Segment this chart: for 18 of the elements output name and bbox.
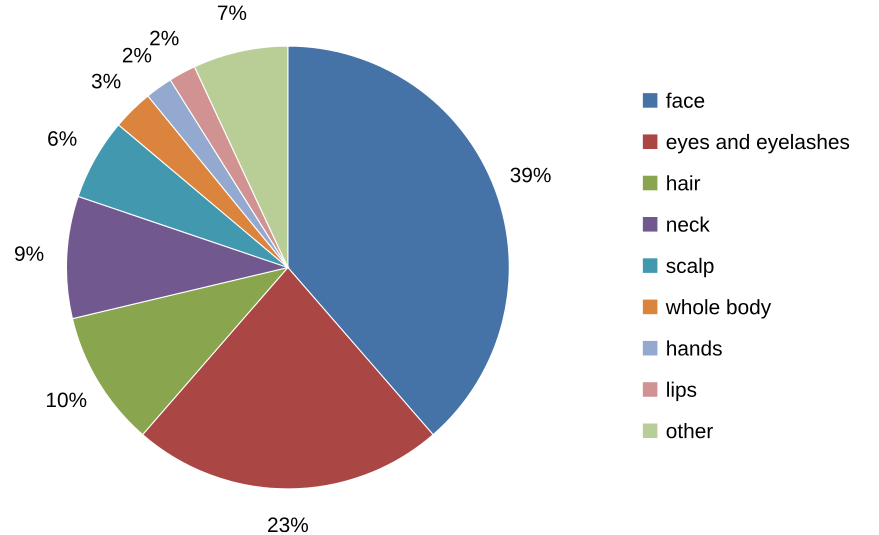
legend-label: other: [666, 422, 713, 438]
data-label: 6%: [48, 131, 76, 146]
legend-label: eyes and eyelashes: [666, 134, 850, 154]
legend-label: lips: [667, 382, 696, 402]
legend-label: hands: [667, 340, 722, 356]
data-label: 3%: [92, 74, 120, 88]
data-label: 39%: [510, 168, 551, 182]
legend-label: whole body: [666, 299, 772, 319]
legend-label: hair: [667, 175, 700, 190]
data-label: 9%: [14, 246, 44, 262]
data-label: 2%: [122, 48, 152, 62]
data-label: 10%: [46, 392, 86, 408]
data-label: 23%: [268, 517, 308, 532]
data-label: 7%: [218, 5, 246, 20]
legend-label: face: [666, 92, 704, 108]
legend-label: scalp: [666, 258, 714, 278]
data-label: 2%: [150, 30, 179, 46]
legend-label: neck: [667, 216, 710, 232]
